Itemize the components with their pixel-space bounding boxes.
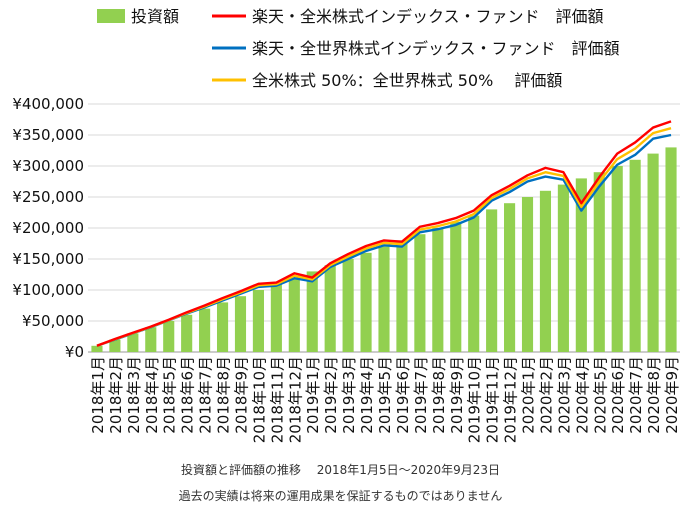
bar — [378, 246, 390, 352]
bar — [145, 327, 157, 352]
x-tick-label: 2018年8月 — [215, 356, 233, 434]
x-tick-label: 2019年8月 — [430, 356, 448, 434]
bar — [199, 308, 211, 352]
x-tick-label: 2020年7月 — [627, 356, 645, 434]
x-tick-label: 2019年3月 — [340, 356, 358, 434]
x-tick-label: 2019年11月 — [484, 356, 502, 443]
y-tick-label: ¥200,000 — [12, 219, 84, 237]
y-tick-label: ¥100,000 — [12, 281, 84, 299]
bar — [521, 197, 534, 352]
y-tick-label: ¥350,000 — [12, 126, 84, 144]
x-tick-label: 2018年11月 — [268, 356, 286, 443]
x-tick-label: 2018年7月 — [197, 356, 215, 434]
bar — [288, 277, 300, 352]
x-tick-label: 2019年10月 — [466, 356, 484, 443]
bar — [575, 178, 587, 352]
legend: 投資額 楽天・全米株式インデックス・ファンド 評価額楽天・全世界株式インデックス・… — [97, 7, 620, 90]
y-tick-label: ¥150,000 — [12, 250, 84, 268]
y-tick-label: ¥400,000 — [12, 95, 84, 113]
bar — [181, 314, 193, 352]
legend-label: 楽天・全世界株式インデックス・ファンド 評価額 — [252, 39, 620, 58]
bar — [342, 259, 354, 352]
x-tick-label: 2019年7月 — [412, 356, 430, 434]
bar — [504, 203, 516, 352]
x-tick-label: 2018年3月 — [125, 356, 143, 434]
bar — [593, 172, 605, 352]
bar — [432, 228, 444, 352]
series-lines — [96, 120, 672, 347]
bar — [486, 209, 498, 352]
x-tick-label: 2020年6月 — [609, 356, 627, 434]
x-tick-label: 2018年9月 — [232, 356, 250, 434]
x-tick-label: 2019年12月 — [502, 356, 520, 443]
bar — [91, 345, 103, 352]
x-tick-label: 2020年3月 — [555, 356, 573, 434]
bar — [109, 339, 121, 352]
x-tick-label: 2019年2月 — [322, 356, 340, 434]
bar — [234, 296, 247, 352]
x-tick-label: 2018年6月 — [179, 356, 197, 434]
x-tick-label: 2020年5月 — [591, 356, 609, 434]
bar — [647, 153, 659, 352]
bar — [665, 147, 677, 352]
x-tick-label: 2018年4月 — [143, 356, 161, 434]
bar — [396, 240, 408, 352]
x-tick-label: 2020年9月 — [663, 356, 681, 434]
y-axis: ¥0 ¥50,000 ¥100,000 ¥150,000 ¥200,000 ¥250,00… — [12, 95, 84, 361]
bar — [252, 290, 264, 352]
bar — [127, 333, 139, 352]
bar — [539, 190, 552, 352]
x-axis: 2018年1月 2018年2月 2018年3月 2018年4月 2018年5月 2018年… — [89, 356, 681, 443]
y-tick-label: ¥0 — [65, 343, 84, 361]
legend-swatch — [97, 9, 125, 23]
caption-title: 投資額と評価額の推移 2018年1月5日～2020年9月23日 — [180, 463, 501, 477]
series-line — [96, 120, 672, 347]
x-tick-label: 2020年1月 — [520, 356, 538, 434]
y-tick-label: ¥300,000 — [12, 157, 84, 175]
bar — [163, 321, 175, 352]
x-tick-label: 2019年6月 — [394, 356, 412, 434]
x-tick-label: 2019年4月 — [358, 356, 376, 434]
x-tick-label: 2018年12月 — [286, 356, 304, 443]
bar — [468, 215, 480, 352]
caption-disclaimer: 過去の実績は将来の運用成果を保証するものではありません — [178, 489, 503, 503]
y-tick-label: ¥50,000 — [22, 312, 84, 330]
x-tick-label: 2019年9月 — [448, 356, 466, 434]
bar — [450, 221, 462, 352]
bar — [557, 184, 569, 352]
x-tick-label: 2018年2月 — [107, 356, 125, 434]
x-tick-label: 2019年1月 — [304, 356, 322, 434]
y-tick-label: ¥250,000 — [12, 188, 84, 206]
bar — [216, 302, 229, 352]
bar — [360, 252, 372, 352]
bar — [414, 234, 426, 352]
bar — [306, 271, 318, 352]
x-tick-label: 2018年10月 — [250, 356, 268, 443]
legend-label: 全米株式 50%：全世界株式 50% 評価額 — [252, 71, 562, 90]
legend-label: 楽天・全米株式インデックス・ファンド 評価額 — [252, 7, 604, 26]
bar — [611, 166, 623, 352]
legend-label: 投資額 — [131, 7, 179, 26]
x-tick-label: 2018年1月 — [89, 356, 107, 434]
bar — [629, 159, 641, 352]
x-tick-label: 2020年2月 — [537, 356, 555, 434]
x-tick-label: 2020年4月 — [573, 356, 591, 434]
x-tick-label: 2019年5月 — [376, 356, 394, 434]
bars-investment — [91, 147, 677, 352]
bar — [324, 265, 336, 352]
x-tick-label: 2020年8月 — [645, 356, 663, 434]
x-tick-label: 2018年5月 — [161, 356, 179, 434]
bar — [270, 283, 282, 352]
